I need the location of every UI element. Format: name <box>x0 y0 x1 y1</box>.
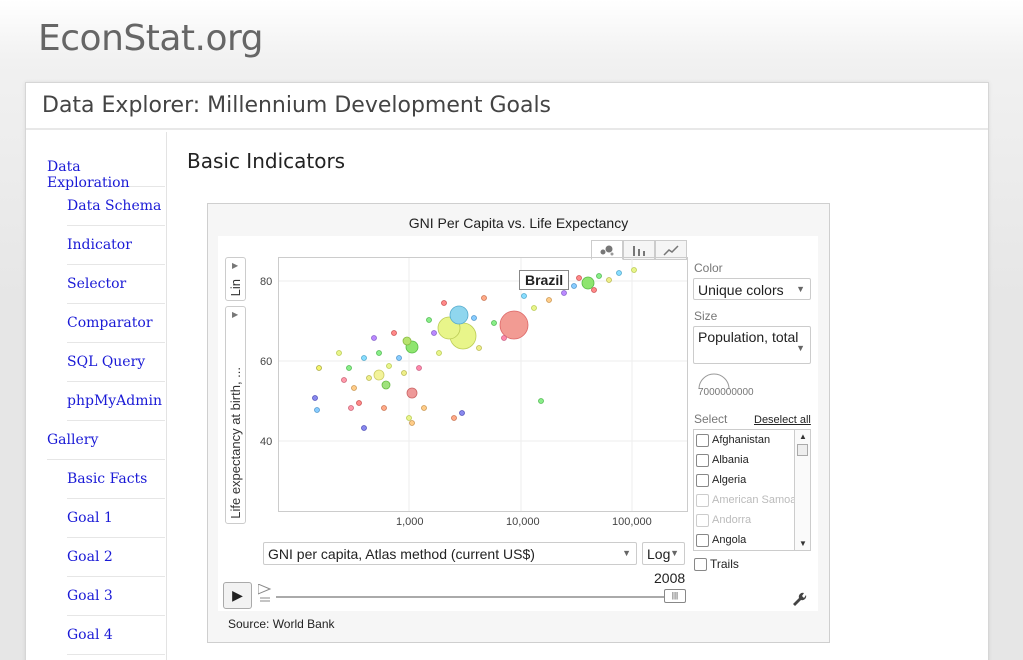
bar-view-tab[interactable] <box>623 240 655 260</box>
motion-chart: GNI Per Capita vs. Life Expectancy ▶ Lin… <box>207 203 830 643</box>
bubbles <box>312 267 637 431</box>
triangle-icon: ▶ <box>232 310 239 319</box>
triangle-icon: ▶ <box>232 261 239 270</box>
country-item-afghanistan[interactable]: Afghanistan <box>694 430 810 450</box>
size-label: Size <box>694 309 718 323</box>
play-icon: ▶ <box>232 587 243 603</box>
checkbox <box>696 513 709 527</box>
chevron-down-icon: ▼ <box>796 343 805 353</box>
time-slider-handle[interactable]: ||| <box>664 589 686 603</box>
y-scale-selector[interactable]: ▶ Lin <box>225 257 246 301</box>
year-label: 2008 <box>654 570 686 586</box>
highlight-label: Brazil <box>519 270 570 290</box>
checkbox[interactable] <box>696 473 709 487</box>
sidebar-item-indicator[interactable]: Indicator <box>67 226 165 265</box>
country-item-angola[interactable]: Angola <box>694 530 810 550</box>
x-tick-10000: 10,000 <box>506 516 540 528</box>
sidebar-item-phpmyadmin[interactable]: phpMyAdmin <box>67 382 165 421</box>
sidebar-item-goal-2[interactable]: Goal 2 <box>67 538 165 577</box>
country-item-american-samoa: American Samoa <box>694 490 810 510</box>
checkbox[interactable] <box>694 557 707 571</box>
main-container: Data Explorer: Millennium Development Go… <box>25 82 989 660</box>
list-scrollbar[interactable]: ▲ ▼ <box>794 430 810 550</box>
page-title: Data Explorer: Millennium Development Go… <box>42 93 552 118</box>
sidebar-item-comparator[interactable]: Comparator <box>67 304 165 343</box>
sidebar: Data Exploration Data Schema Indicator S… <box>26 132 167 660</box>
deselect-all-link[interactable]: Deselect all <box>754 414 811 426</box>
country-item-andorra: Andorra <box>694 510 810 530</box>
sidebar-item-selector[interactable]: Selector <box>67 265 165 304</box>
chart-title: GNI Per Capita vs. Life Expectancy <box>408 215 629 231</box>
bubble-brazil <box>499 310 529 340</box>
view-tabs <box>591 240 687 260</box>
time-slider-track[interactable] <box>276 596 674 598</box>
plot-area[interactable] <box>278 257 688 512</box>
line-chart-icon <box>663 245 679 256</box>
bubble-view-tab[interactable] <box>591 240 623 260</box>
scroll-thumb[interactable] <box>797 444 808 456</box>
x-tick-100000: 100,000 <box>612 516 652 528</box>
country-list: Afghanistan Albania Algeria American Sam… <box>693 429 811 551</box>
sidebar-item-data-exploration[interactable]: Data Exploration <box>47 148 165 191</box>
color-label: Color <box>694 261 723 275</box>
x-scale-selector[interactable]: Log ▼ <box>642 542 685 565</box>
select-label: Select <box>694 412 728 426</box>
checkbox[interactable] <box>696 433 709 447</box>
x-axis-selector[interactable]: GNI per capita, Atlas method (current US… <box>263 542 637 565</box>
play-button[interactable]: ▶ <box>223 582 252 609</box>
country-item-algeria[interactable]: Algeria <box>694 470 810 490</box>
bubble-plot <box>279 258 687 511</box>
y-axis-selector[interactable]: ▶ Life expectancy at birth, ... <box>225 306 246 524</box>
bar-chart-icon <box>633 246 645 256</box>
sidebar-item-gallery[interactable]: Gallery <box>47 421 165 460</box>
size-legend-icon <box>698 373 730 390</box>
site-title: EconStat.org <box>38 18 264 59</box>
scroll-down-icon[interactable]: ▼ <box>799 539 807 548</box>
y-tick-80: 80 <box>260 276 273 288</box>
sidebar-item-basic-facts[interactable]: Basic Facts <box>67 460 165 499</box>
chevron-down-icon: ▼ <box>670 548 679 558</box>
checkbox <box>696 493 709 507</box>
source-note: Source: World Bank <box>228 617 335 631</box>
checkbox[interactable] <box>696 533 709 547</box>
x-tick-1000: 1,000 <box>396 516 424 528</box>
settings-button[interactable] <box>788 589 812 611</box>
sidebar-item-goal-1[interactable]: Goal 1 <box>67 499 165 538</box>
wrench-icon <box>793 592 807 606</box>
y-tick-60: 60 <box>260 356 273 368</box>
line-view-tab[interactable] <box>655 240 687 260</box>
country-item-albania[interactable]: Albania <box>694 450 810 470</box>
y-tick-40: 40 <box>260 436 273 448</box>
size-selector[interactable]: Population, total ▼ <box>693 326 811 364</box>
sidebar-item-goal-4[interactable]: Goal 4 <box>67 616 165 655</box>
scroll-up-icon[interactable]: ▲ <box>799 432 807 441</box>
gridlines <box>279 258 687 511</box>
bubble-chart-icon <box>600 245 614 256</box>
sidebar-item-data-schema[interactable]: Data Schema <box>67 187 165 226</box>
size-legend-value: 7000000000 <box>698 387 754 398</box>
speed-icon[interactable] <box>258 584 272 604</box>
checkbox[interactable] <box>696 453 709 467</box>
color-selector[interactable]: Unique colors ▼ <box>693 278 811 300</box>
sidebar-item-goal-3[interactable]: Goal 3 <box>67 577 165 616</box>
page-header: Data Explorer: Millennium Development Go… <box>26 83 988 130</box>
section-title: Basic Indicators <box>187 149 346 173</box>
chevron-down-icon: ▼ <box>796 284 805 294</box>
sidebar-item-sql-query[interactable]: SQL Query <box>67 343 165 382</box>
trails-toggle[interactable]: Trails <box>694 557 739 571</box>
chevron-down-icon: ▼ <box>622 548 631 558</box>
